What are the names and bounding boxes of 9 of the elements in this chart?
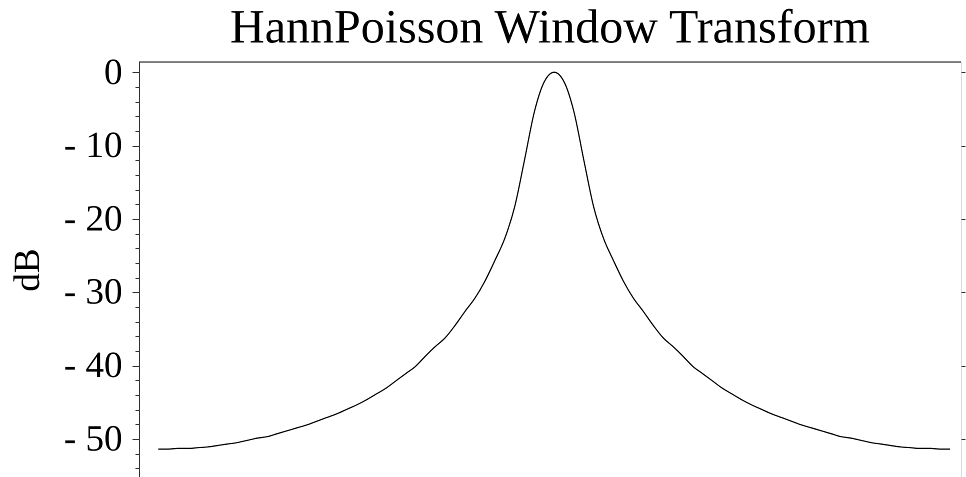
y-tick-label: - 20 [64, 198, 122, 240]
y-tick-label: - 10 [64, 125, 122, 166]
y-tick-label: - 40 [64, 345, 122, 386]
y-tick-label: 0 [104, 52, 122, 93]
line-series [158, 72, 951, 450]
chart-title: HannPoisson Window Transform [230, 0, 870, 54]
y-tick-label: - 50 [64, 418, 122, 460]
y-tick-label: - 30 [64, 272, 122, 313]
y-axis-title: dB [6, 248, 48, 292]
